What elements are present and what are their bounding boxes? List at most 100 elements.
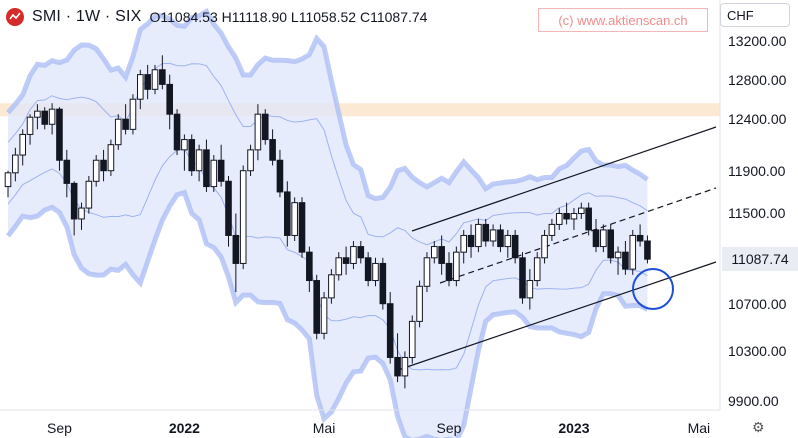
y-tick-label: 10700.00 <box>728 295 787 312</box>
x-tick-label: Mai <box>312 420 336 436</box>
candle-body <box>541 234 548 259</box>
candle <box>460 229 467 264</box>
candle-body <box>342 257 350 264</box>
candle <box>585 202 592 236</box>
candle-body <box>394 356 401 377</box>
channel-upper <box>411 126 717 232</box>
candle <box>600 224 607 253</box>
band-inner-upper <box>7 62 648 246</box>
candles <box>4 55 651 389</box>
candle-body <box>416 285 423 322</box>
candle <box>56 107 63 171</box>
candle <box>261 109 269 145</box>
candle-body <box>137 74 144 100</box>
candle <box>232 213 240 293</box>
candle <box>497 224 504 253</box>
candle-body <box>269 139 276 161</box>
smi-logo-icon <box>6 8 24 26</box>
candle-body <box>511 234 519 259</box>
candle-body <box>453 251 460 282</box>
candle-body <box>78 207 85 220</box>
candle <box>276 149 284 198</box>
candle <box>181 134 188 171</box>
y-tick-label: 11900.00 <box>728 162 786 179</box>
gear-icon[interactable]: ⚙ <box>752 419 765 435</box>
candle-body <box>519 257 526 299</box>
candle <box>48 103 56 135</box>
candle-body <box>526 280 534 299</box>
candle-body <box>181 139 188 151</box>
candle-body <box>210 159 218 188</box>
candle-body <box>431 246 438 259</box>
candle <box>4 170 12 198</box>
candle <box>12 147 19 182</box>
candle-body <box>482 223 490 242</box>
candle-body <box>217 159 225 182</box>
y-tick-label: 11500.00 <box>728 205 786 222</box>
candle-body <box>614 251 622 259</box>
candle-body <box>114 118 122 146</box>
candle <box>335 252 343 281</box>
band-lower <box>6 189 649 438</box>
candle-body <box>188 139 196 172</box>
candle-body <box>298 202 306 253</box>
candle <box>34 104 41 130</box>
candle-body <box>151 69 159 90</box>
candle <box>78 202 85 230</box>
candle-body <box>41 110 49 125</box>
trend-channel <box>397 126 717 371</box>
candle-body <box>261 113 269 141</box>
candle <box>401 351 409 389</box>
candle-body <box>489 229 497 242</box>
x-tick-label: Mai <box>687 420 711 436</box>
band-upper <box>6 8 649 202</box>
candle <box>578 202 585 219</box>
candle-body <box>107 144 115 172</box>
candle <box>416 280 423 328</box>
last-price-label: 11087.74 <box>722 247 798 272</box>
candle-body <box>166 83 173 115</box>
candle-body <box>423 257 431 287</box>
candle <box>475 218 482 253</box>
candle <box>137 69 144 110</box>
candle-body <box>34 110 41 118</box>
candle-body <box>504 234 512 248</box>
candle <box>159 55 166 90</box>
candle-body <box>320 297 328 334</box>
candle-body <box>460 234 467 253</box>
candle-body <box>622 251 629 270</box>
candle <box>247 144 254 176</box>
candle <box>372 257 379 287</box>
candle-body <box>497 229 504 248</box>
candle <box>225 175 232 247</box>
candle <box>482 218 490 247</box>
highlight-circle <box>632 268 674 310</box>
currency-selector[interactable]: CHF <box>720 3 790 27</box>
candle <box>269 129 276 166</box>
symbol-title: SMI · 1W · SIX <box>32 8 142 25</box>
candle <box>408 315 416 364</box>
candle-body <box>401 356 409 377</box>
band-fill <box>8 11 648 438</box>
candle-body <box>70 182 78 220</box>
candle-body <box>122 118 129 130</box>
candle <box>203 139 210 192</box>
candle-body <box>284 191 291 236</box>
candle-body <box>364 257 372 282</box>
band-inner-lower <box>7 148 648 371</box>
candle-body <box>63 159 71 184</box>
candle <box>379 257 387 310</box>
candle-body <box>159 69 166 85</box>
candle <box>636 224 644 247</box>
candle-body <box>291 202 298 236</box>
candle <box>386 292 394 364</box>
candle <box>394 333 401 383</box>
candle <box>122 104 129 135</box>
candle <box>504 229 512 258</box>
candle <box>328 269 335 304</box>
candle <box>511 229 519 264</box>
candle-body <box>203 149 210 188</box>
candle <box>107 139 115 176</box>
candle <box>217 144 225 187</box>
